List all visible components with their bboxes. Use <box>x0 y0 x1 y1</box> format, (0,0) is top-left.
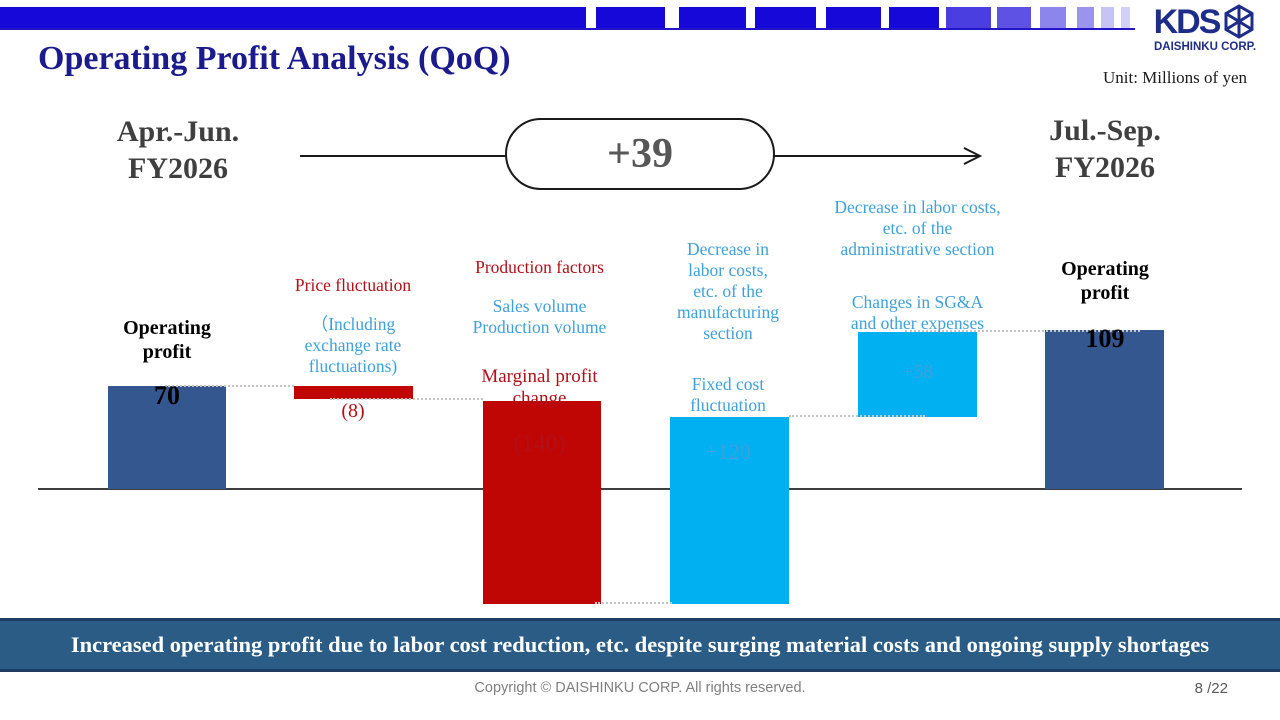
bar-marginal-profit-change <box>483 401 601 604</box>
column-value: +120 <box>705 439 751 464</box>
copyright-text: Copyright © DAISHINKU CORP. All rights r… <box>474 680 806 696</box>
logo-brand-text: KDS <box>1153 3 1222 41</box>
waterfall-connector <box>905 330 1140 332</box>
accent-bar-segment <box>1121 7 1130 28</box>
column-title-secondary: Marginal profit change <box>481 366 598 409</box>
column-subtitle: （Including exchange rate fluctuations) <box>304 314 402 376</box>
logo-row: KDS <box>1142 4 1268 40</box>
summary-banner: Increased operating profit due to labor … <box>0 618 1280 672</box>
crystal-hexagon-icon <box>1224 4 1254 39</box>
column-label-manufacturing-labor: Decrease in labor costs, etc. of the man… <box>653 221 803 482</box>
waterfall-connector <box>165 385 294 387</box>
column-label-administrative-labor: Decrease in labor costs, etc. of the adm… <box>800 179 1035 402</box>
bar-fixed-cost-fluctuation <box>670 417 789 604</box>
page-number: 8 /22 <box>1194 680 1228 697</box>
column-subtitle-secondary: Fixed cost fluctuation <box>690 374 766 415</box>
logo-company-text: DAISHINKU CORP. <box>1153 41 1257 53</box>
bar-operating-profit-start <box>108 386 226 489</box>
slide-title: Operating Profit Analysis (QoQ) <box>38 40 511 77</box>
waterfall-connector <box>789 415 925 417</box>
accent-bar-segment <box>889 7 939 28</box>
column-value: 70 <box>154 381 180 410</box>
column-value: 109 <box>1085 324 1125 353</box>
column-value: (140) <box>513 431 566 457</box>
header-accent-bar <box>0 0 1280 32</box>
delta-value: +39 <box>607 131 673 177</box>
column-label-operating-profit-end: Operating profit 109 <box>1035 239 1175 369</box>
accent-bar-segment <box>997 7 1031 28</box>
column-title: Price fluctuation <box>294 275 412 295</box>
accent-bar-segment <box>0 7 586 28</box>
column-subtitle: Decrease in labor costs, etc. of the adm… <box>834 197 1001 259</box>
unit-label: Unit: Millions of yen <box>1102 68 1247 87</box>
header-accent-underline <box>0 28 1135 30</box>
company-logo: KDS DAISHINKU CORP. <box>1142 4 1268 53</box>
footer: Copyright © DAISHINKU CORP. All rights r… <box>0 672 1280 720</box>
bar-sga-changes <box>858 332 977 417</box>
waterfall-connector <box>595 602 672 604</box>
period-from-label: Apr.-Jun. FY2026 <box>116 115 240 185</box>
column-subtitle: Decrease in labor costs, etc. of the man… <box>676 239 780 343</box>
column-subtitle: Sales volume Production volume <box>472 296 607 337</box>
accent-bar-segment <box>755 7 816 28</box>
accent-bar-segment <box>596 7 665 28</box>
chart-baseline-axis <box>38 488 1242 490</box>
waterfall-connector <box>330 398 483 400</box>
accent-bar-segment <box>946 7 991 28</box>
column-title: Production factors <box>475 257 604 277</box>
column-label-operating-profit-start: Operating profit 70 <box>97 298 237 426</box>
period-to-label: Jul.-Sep. FY2026 <box>1049 114 1161 184</box>
column-subtitle-secondary: Changes in SG&A and other expenses <box>850 292 985 333</box>
accent-bar-segment <box>1101 7 1114 28</box>
column-title: Operating profit <box>123 317 211 363</box>
column-value: +58 <box>901 361 934 383</box>
bar-operating-profit-end <box>1045 330 1164 489</box>
accent-bar-segment <box>1077 7 1094 28</box>
column-value: (8) <box>341 400 365 422</box>
summary-text: Increased operating profit due to labor … <box>70 632 1210 657</box>
delta-capsule: +39 <box>505 118 775 190</box>
accent-bar-segment <box>826 7 881 28</box>
accent-bar-segment <box>1040 7 1066 28</box>
column-title: Operating profit <box>1061 258 1149 304</box>
bar-price-fluctuation <box>294 386 413 399</box>
column-label-price-fluctuation: Price fluctuation （Including exchange ra… <box>268 257 438 441</box>
column-label-production-factors: Production factors Sales volume Producti… <box>452 239 627 476</box>
accent-bar-segment <box>679 7 746 28</box>
